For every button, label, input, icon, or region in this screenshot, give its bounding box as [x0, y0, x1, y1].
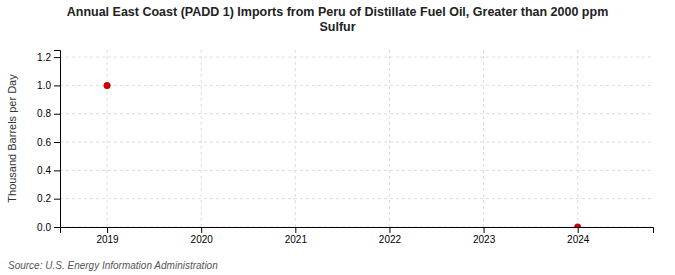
tick-label: 2019 — [96, 234, 119, 245]
tick: 2021 — [285, 227, 308, 245]
grid-line — [60, 113, 653, 114]
tick: 0.4 — [37, 165, 60, 176]
tick: 0.2 — [37, 193, 60, 204]
tick-mark — [54, 170, 60, 171]
tick-mark — [389, 227, 390, 233]
tick-mark — [54, 142, 60, 143]
title: Annual East Coast (PADD 1) Imports from … — [67, 5, 609, 34]
tick: 2023 — [473, 227, 496, 245]
grid-line — [483, 50, 484, 227]
grid-line — [60, 198, 653, 199]
tick: 1.0 — [37, 80, 60, 91]
tick-label: 2021 — [285, 234, 308, 245]
tick-label: 2024 — [567, 234, 590, 245]
plot: 2019 2020 2021 2022 2023 2024 0.0 0.2 0.4 0.6 0.8 1… — [37, 50, 653, 245]
tick-label: 2020 — [191, 234, 214, 245]
x-axis: 2019 2020 2021 2022 2023 2024 — [61, 227, 654, 245]
tick-mark — [54, 227, 60, 228]
grid-line — [577, 50, 578, 227]
tick-label: 0.0 — [37, 222, 51, 233]
tick-mark — [54, 85, 60, 86]
tick: 0.0 — [37, 222, 60, 233]
tick: 1.2 — [37, 52, 60, 63]
tick-label: 0.4 — [37, 165, 51, 176]
axis-line — [54, 51, 61, 228]
grid-line — [201, 50, 202, 227]
point — [104, 82, 111, 89]
grid-line — [60, 142, 653, 143]
tick: 2022 — [379, 227, 402, 245]
tick-mark — [107, 227, 108, 233]
grid-line — [389, 50, 390, 227]
tick-label: 0.8 — [37, 108, 51, 119]
tick: 0.6 — [37, 137, 60, 148]
grid — [60, 50, 653, 227]
y-axis: 0.0 0.2 0.4 0.6 0.8 1.0 1.2 — [37, 51, 60, 233]
tick-mark — [484, 227, 485, 233]
data-points — [104, 82, 582, 227]
grid-line — [295, 50, 296, 227]
tick: 2024 — [567, 227, 590, 245]
tick-mark — [201, 227, 202, 233]
tick: 2020 — [191, 227, 214, 245]
tick-mark — [295, 227, 296, 233]
tick-label: 2023 — [473, 234, 496, 245]
tick-mark — [54, 199, 60, 200]
tick-mark — [54, 114, 60, 115]
tick-label: 0.6 — [37, 137, 51, 148]
tick: 0.8 — [37, 108, 60, 119]
grid-line — [60, 170, 653, 171]
tick-mark — [578, 227, 579, 233]
title-line: Sulfur — [319, 20, 355, 34]
title-line: Annual East Coast (PADD 1) Imports from … — [67, 5, 609, 19]
chart: 2019 2020 2021 2022 2023 2024 0.0 0.2 0.4 0.6 0.8 1… — [0, 0, 675, 275]
point — [574, 224, 581, 228]
tick: 2019 — [96, 227, 119, 245]
grid-line — [60, 57, 653, 58]
tick-label: 0.2 — [37, 193, 51, 204]
tick-label: 1.0 — [37, 80, 51, 91]
tick-mark — [54, 57, 60, 58]
grid-line — [107, 50, 108, 227]
tick-label: 2022 — [379, 234, 402, 245]
axis-line — [61, 228, 654, 234]
y-axis-label: Thousand Barrels per Day — [6, 74, 18, 203]
source: Source: U.S. Energy Information Administ… — [8, 260, 218, 271]
grid-line — [60, 85, 653, 86]
tick-label: 1.2 — [37, 52, 51, 63]
